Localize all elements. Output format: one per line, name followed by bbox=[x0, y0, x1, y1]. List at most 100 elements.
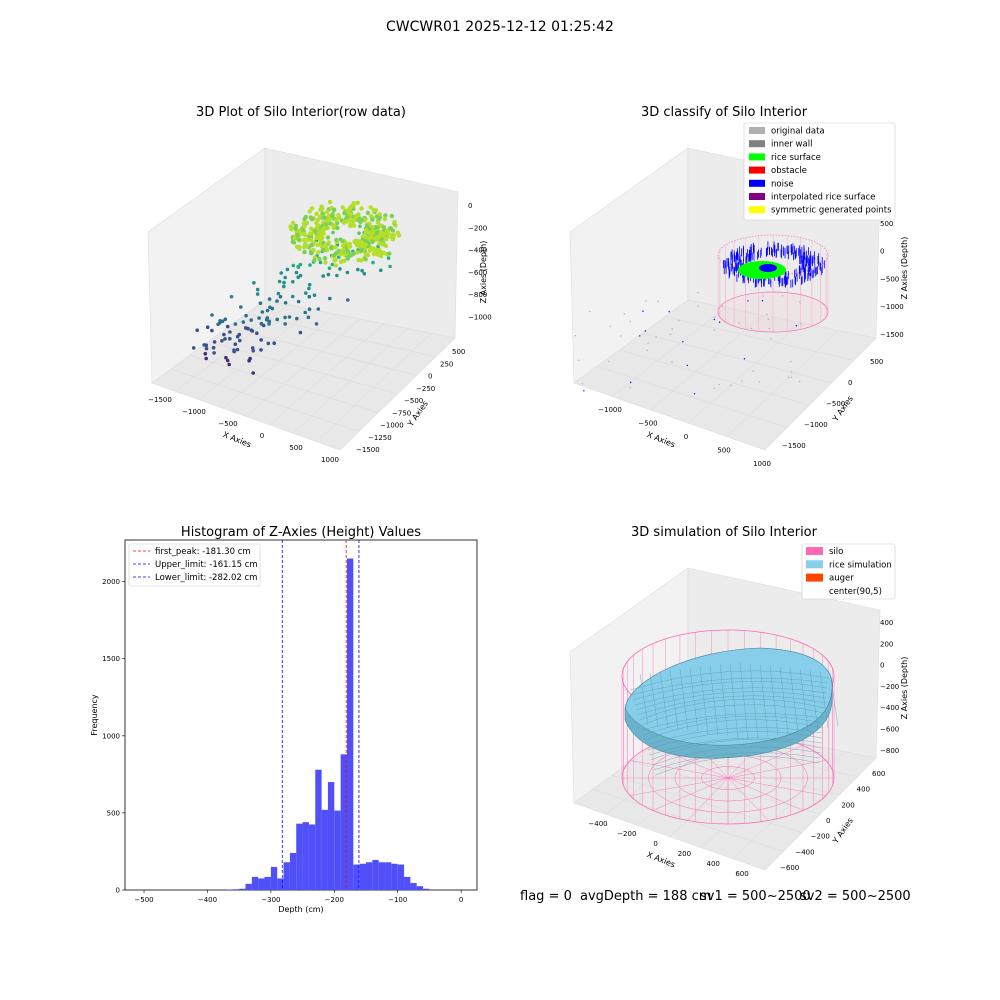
data-point bbox=[277, 279, 282, 284]
histogram-bar bbox=[245, 883, 252, 890]
data-point bbox=[379, 268, 383, 273]
y-tick-label: 0 bbox=[428, 373, 432, 381]
legend-swatch bbox=[806, 560, 823, 569]
surface-point bbox=[388, 226, 393, 231]
data-point bbox=[254, 331, 259, 336]
surface-point bbox=[317, 256, 322, 262]
surface-point bbox=[382, 216, 388, 222]
surface-point bbox=[340, 243, 346, 248]
surface-point bbox=[302, 220, 307, 226]
histogram-bar bbox=[258, 878, 265, 890]
data-point bbox=[338, 267, 342, 271]
surface-point bbox=[325, 235, 331, 240]
mesh-line bbox=[789, 667, 799, 733]
surface-point bbox=[333, 263, 338, 268]
surface-point bbox=[342, 210, 347, 216]
mesh-line bbox=[669, 670, 679, 730]
x-axis-label: Depth (cm) bbox=[278, 905, 323, 914]
mesh-line bbox=[749, 663, 759, 739]
scattered-point bbox=[747, 300, 749, 302]
surface-point bbox=[377, 215, 382, 220]
scattered-point bbox=[762, 295, 764, 297]
x-tick-label: −1000 bbox=[182, 408, 206, 416]
data-point bbox=[266, 341, 271, 346]
scattered-point bbox=[752, 370, 754, 372]
mesh-line bbox=[652, 746, 821, 766]
rice-surface-hole bbox=[759, 264, 777, 272]
data-point bbox=[247, 358, 251, 363]
surface-point bbox=[359, 206, 364, 211]
surface-point bbox=[316, 250, 321, 255]
histogram-bar bbox=[239, 888, 246, 890]
scattered-point bbox=[578, 359, 580, 361]
data-point bbox=[283, 322, 288, 326]
histogram-bar bbox=[289, 853, 297, 890]
legend-label: obstacle bbox=[771, 166, 807, 176]
surface-point bbox=[293, 226, 298, 231]
surface-point bbox=[325, 209, 330, 215]
x-tick-label: 200 bbox=[678, 850, 691, 858]
data-point bbox=[360, 268, 364, 273]
data-point bbox=[321, 274, 326, 278]
surface-point bbox=[317, 230, 322, 235]
mesh-line bbox=[689, 667, 699, 733]
mesh-line bbox=[829, 672, 839, 727]
y-axis-label: Y Axies bbox=[830, 394, 855, 424]
z-tick-label: −400 bbox=[880, 704, 899, 712]
mesh-line bbox=[719, 664, 729, 738]
histogram-bar bbox=[359, 863, 367, 890]
scattered-point bbox=[655, 336, 657, 338]
scattered-point bbox=[713, 329, 716, 331]
scattered-point bbox=[669, 333, 672, 335]
data-point bbox=[257, 316, 261, 320]
grid-line bbox=[596, 366, 788, 428]
legend: first_peak: -181.30 cm Upper_limit: -161.… bbox=[128, 543, 261, 587]
surface-point bbox=[316, 233, 321, 239]
z-tick-label: 0 bbox=[880, 662, 884, 670]
scattered-point bbox=[781, 295, 784, 297]
legend-swatch bbox=[749, 193, 765, 200]
data-point bbox=[275, 317, 280, 322]
scattered-point bbox=[620, 335, 622, 337]
grid-line bbox=[669, 738, 783, 837]
data-point bbox=[267, 322, 271, 326]
surface-point bbox=[313, 229, 318, 234]
legend: silo rice simulation auger center(90,5) bbox=[801, 543, 896, 600]
scattered-point bbox=[790, 360, 792, 363]
histogram-bar bbox=[315, 769, 322, 890]
histogram-bar bbox=[283, 862, 290, 890]
data-point bbox=[307, 282, 312, 287]
histogram-bar bbox=[423, 888, 430, 890]
scattered-point bbox=[718, 383, 720, 386]
data-point bbox=[346, 298, 350, 302]
surface-point bbox=[333, 245, 338, 250]
surface-point bbox=[292, 235, 297, 241]
surface-point bbox=[344, 219, 350, 224]
surface-point bbox=[307, 209, 312, 214]
silo-floor-spoke bbox=[630, 777, 729, 796]
data-point bbox=[204, 346, 209, 351]
surface-point bbox=[355, 200, 360, 205]
grid-line bbox=[732, 751, 845, 860]
surface-point bbox=[378, 223, 383, 228]
data-point bbox=[287, 315, 292, 319]
data-point bbox=[303, 310, 308, 315]
surface-point bbox=[311, 247, 316, 253]
panel1-title: 3D Plot of Silo Interior(row data) bbox=[196, 105, 406, 120]
classify-3d-plot: −1000 −500 0 500 1000 X Axies 500 0 −500 −1000 −15… bbox=[569, 122, 909, 468]
y-tick-label: 200 bbox=[841, 801, 854, 809]
surface-point bbox=[356, 212, 361, 217]
surface-point bbox=[321, 231, 326, 236]
histogram-bar bbox=[232, 889, 240, 890]
data-point bbox=[283, 275, 288, 280]
x-tick-label: 1000 bbox=[321, 456, 339, 464]
mesh-line bbox=[650, 739, 822, 761]
data-point bbox=[255, 292, 260, 296]
grid-line bbox=[642, 332, 832, 384]
data-point bbox=[345, 270, 350, 275]
surface-point bbox=[395, 230, 400, 235]
mesh-line bbox=[653, 752, 821, 771]
surface-point bbox=[340, 238, 345, 244]
surface-point bbox=[327, 199, 333, 205]
surface-point bbox=[369, 235, 374, 240]
